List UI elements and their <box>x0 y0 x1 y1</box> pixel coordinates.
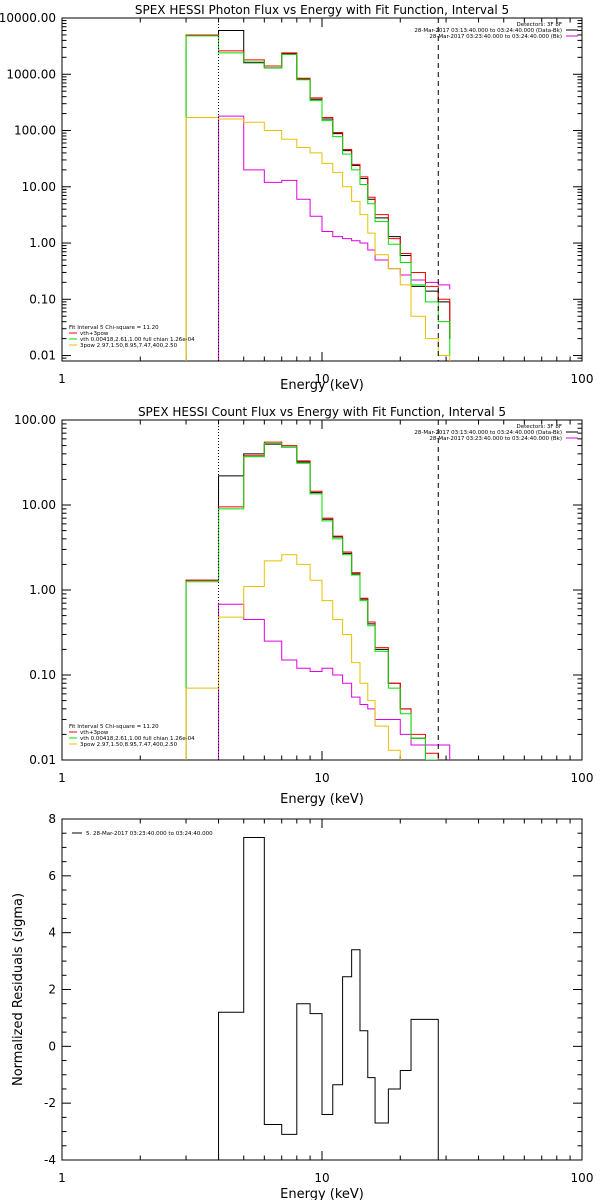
y-tick-label: 8 <box>48 812 56 826</box>
y-tick-label: 4 <box>48 926 56 940</box>
chart-title: SPEX HESSI Count Flux vs Energy with Fit… <box>138 405 506 419</box>
y-tick-label: 10000.00 <box>0 11 56 25</box>
legend-title: Fit Interval 5 Chi-square = 11.20 <box>69 325 159 331</box>
legend-label: vth 0.00418,2.61,1.00 full chian 1.26e-0… <box>80 337 195 343</box>
header-text: 28-Mar-2017 03:23:40.000 to 03:24:40.000… <box>429 436 562 442</box>
x-tick-label: 10 <box>314 372 329 386</box>
y-axis-label: Normalized Residuals (sigma) <box>11 893 26 1086</box>
y-tick-label: 100.00 <box>14 124 56 138</box>
y-tick-label: 0.10 <box>29 668 56 682</box>
legend-label: 5. 28-Mar-2017 03:23:40.000 to 03:24:40.… <box>86 831 213 837</box>
series-line-0 <box>218 836 439 1160</box>
legend-label: vth+3pow <box>80 331 109 337</box>
y-tick-label: 10.00 <box>22 498 56 512</box>
legend-label: vth 0.00418,2.61,1.00 full chian 1.26e-0… <box>80 736 195 742</box>
plot-area <box>185 441 451 760</box>
y-tick-label: 0.01 <box>29 349 56 363</box>
series-line-1 <box>218 603 451 760</box>
x-tick-label: 1 <box>58 1171 66 1185</box>
series-line-3 <box>185 442 439 760</box>
x-axis-label: Energy (keV) <box>280 378 364 393</box>
y-tick-label: 10.00 <box>22 180 56 194</box>
header-text: Detectors: 3F 8F <box>516 22 562 28</box>
y-tick-label: 100.00 <box>14 413 56 427</box>
x-tick-label: 10 <box>314 1171 329 1185</box>
x-tick-label: 1 <box>58 771 66 785</box>
series-line-4 <box>185 554 401 760</box>
x-tick-label: 10 <box>314 771 329 785</box>
y-tick-label: 6 <box>48 869 56 883</box>
legend-label: 3pow 2.97,1.50,8.95,7.47,400,2.50 <box>80 343 178 349</box>
legend-label: vth+3pow <box>80 730 109 736</box>
header-text: 28-Mar-2017 03:13:40.000 to 03:24:40.000… <box>414 430 562 436</box>
legend-label: 3pow 2.97,1.50,8.95,7.47,400,2.50 <box>80 742 178 748</box>
legend-title: Fit Interval 5 Chi-square = 11.20 <box>69 724 159 730</box>
x-tick-label: 100 <box>571 372 594 386</box>
x-axis-label: Energy (keV) <box>280 1187 364 1200</box>
series-line-3 <box>185 35 451 361</box>
photon-flux-panel: SPEX HESSI Photon Flux vs Energy with Fi… <box>0 3 593 393</box>
y-tick-label: -2 <box>44 1096 56 1110</box>
plot-area <box>218 836 439 1160</box>
x-tick-label: 100 <box>571 1171 594 1185</box>
header-text: Detectors: 3F 8F <box>516 424 562 430</box>
y-tick-label: 1.00 <box>29 236 56 250</box>
count-flux-panel: SPEX HESSI Count Flux vs Energy with Fit… <box>14 405 593 807</box>
x-axis-label: Energy (keV) <box>280 792 364 807</box>
y-tick-label: 0.10 <box>29 292 56 306</box>
x-tick-label: 100 <box>571 771 594 785</box>
y-tick-label: 0.01 <box>29 753 56 767</box>
x-tick-label: 1 <box>58 372 66 386</box>
header-text: 28-Mar-2017 03:13:40.000 to 03:24:40.000… <box>414 28 562 34</box>
y-tick-label: 1.00 <box>29 583 56 597</box>
chart-title: SPEX HESSI Photon Flux vs Energy with Fi… <box>135 3 509 17</box>
y-tick-label: 2 <box>48 983 56 997</box>
series-line-4 <box>185 117 451 361</box>
y-tick-label: -4 <box>44 1153 56 1167</box>
y-tick-label: 0 <box>48 1039 56 1053</box>
residuals-panel: 1 10 100 -4 -2 0 2 4 6 8 Energy (keV) Normalized Re… <box>11 812 593 1200</box>
header-text: 28-Mar-2017 03:23:40.000 to 03:24:40.000… <box>429 34 562 40</box>
y-tick-label: 1000.00 <box>6 67 56 81</box>
plot-area <box>185 29 451 361</box>
